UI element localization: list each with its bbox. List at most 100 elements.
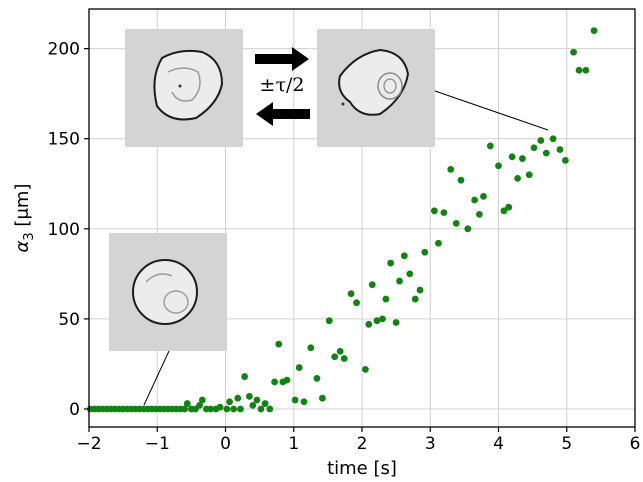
data-point bbox=[514, 174, 522, 182]
x-tick-label: 3 bbox=[425, 434, 436, 454]
data-point bbox=[249, 401, 257, 409]
data-point bbox=[556, 146, 564, 153]
left-arrow-icon bbox=[256, 102, 310, 126]
axis-ticks bbox=[84, 48, 636, 432]
data-point bbox=[500, 207, 508, 215]
data-point bbox=[353, 299, 360, 307]
x-axis-label: time [s] bbox=[327, 458, 397, 479]
x-tick-label: −1 bbox=[145, 434, 170, 454]
data-point bbox=[325, 317, 333, 325]
data-point bbox=[570, 48, 577, 56]
data-point bbox=[480, 192, 487, 200]
cell-inner-fold bbox=[383, 78, 397, 94]
data-point bbox=[416, 286, 424, 294]
data-point bbox=[241, 373, 249, 380]
data-point bbox=[253, 396, 261, 404]
data-point bbox=[435, 239, 442, 247]
y-axis-subscript: 3 bbox=[22, 232, 37, 240]
y-tick-label: 200 bbox=[48, 40, 80, 60]
right-arrow-icon bbox=[255, 47, 309, 71]
data-point bbox=[181, 405, 188, 413]
data-point bbox=[406, 270, 414, 278]
data-point bbox=[430, 207, 438, 215]
data-point bbox=[447, 165, 455, 173]
x-tick-label: 0 bbox=[220, 434, 231, 454]
micrograph-inset-top-right bbox=[317, 29, 435, 147]
data-point bbox=[382, 295, 390, 303]
x-tick-label: 6 bbox=[630, 434, 641, 454]
micrograph-inset-bottom-left bbox=[109, 233, 227, 351]
data-point bbox=[261, 400, 269, 407]
cell-inner-fold bbox=[167, 67, 201, 102]
x-tick-label: 4 bbox=[493, 434, 504, 454]
y-axis-label: α3 [μm] bbox=[12, 184, 37, 253]
leader-line-top-right bbox=[434, 90, 549, 131]
data-point bbox=[365, 320, 373, 328]
data-point bbox=[379, 315, 386, 323]
data-point bbox=[234, 394, 242, 402]
data-point bbox=[336, 347, 344, 355]
data-points bbox=[86, 27, 598, 413]
data-point bbox=[561, 156, 569, 164]
data-point bbox=[340, 355, 348, 362]
data-point bbox=[475, 210, 483, 218]
data-point bbox=[207, 405, 214, 413]
y-tick-label: 150 bbox=[48, 130, 80, 150]
transition-arrows: ±τ/2 bbox=[255, 47, 310, 126]
data-point bbox=[226, 398, 233, 406]
y-tick-labels: 0 50 100 150 200 bbox=[48, 40, 80, 420]
deformed-cell-shape bbox=[153, 49, 224, 121]
cell-inner-fold bbox=[377, 72, 403, 100]
data-point bbox=[331, 353, 339, 361]
data-point bbox=[362, 365, 369, 373]
data-point bbox=[271, 378, 279, 386]
data-point bbox=[275, 340, 283, 348]
data-point bbox=[319, 394, 326, 402]
half-period-annotation: ±τ/2 bbox=[260, 74, 305, 96]
data-point bbox=[508, 153, 516, 161]
data-point bbox=[582, 66, 590, 74]
data-point bbox=[396, 277, 403, 285]
data-point bbox=[237, 405, 244, 413]
data-point bbox=[230, 405, 238, 413]
cell-inner-fold bbox=[163, 290, 189, 314]
x-tick-label: −2 bbox=[76, 434, 101, 454]
data-point bbox=[590, 27, 598, 35]
data-point bbox=[313, 374, 321, 382]
micrograph-inset-top-left bbox=[125, 29, 243, 147]
data-point bbox=[400, 252, 408, 260]
data-point bbox=[198, 396, 206, 404]
data-point bbox=[411, 295, 419, 303]
y-tick-label: 0 bbox=[69, 400, 80, 420]
cell-dot bbox=[178, 84, 182, 88]
x-tick-label: 2 bbox=[357, 434, 368, 454]
data-point bbox=[295, 364, 303, 371]
data-point bbox=[347, 290, 355, 298]
data-point bbox=[373, 317, 381, 325]
data-point bbox=[575, 66, 583, 74]
x-tick-labels: −2 −1 0 1 2 3 4 5 6 bbox=[76, 434, 640, 454]
data-point bbox=[291, 396, 299, 404]
data-point bbox=[525, 171, 533, 179]
leader-line-bottom-left bbox=[143, 350, 170, 406]
data-point bbox=[537, 137, 545, 144]
data-point bbox=[464, 225, 472, 233]
data-point bbox=[266, 405, 274, 413]
data-point bbox=[530, 144, 538, 152]
x-tick-label: 1 bbox=[288, 434, 299, 454]
data-point bbox=[392, 319, 400, 326]
data-point bbox=[486, 142, 494, 150]
y-axis-unit: [μm] bbox=[12, 184, 33, 233]
data-point bbox=[505, 203, 513, 211]
x-tick-label: 5 bbox=[561, 434, 572, 454]
data-point bbox=[368, 281, 376, 289]
data-point bbox=[257, 405, 265, 413]
data-point bbox=[216, 403, 224, 411]
data-point bbox=[223, 405, 231, 413]
data-point bbox=[245, 392, 253, 400]
data-point bbox=[542, 149, 550, 157]
data-point bbox=[283, 376, 291, 384]
data-point bbox=[440, 209, 448, 216]
data-point bbox=[495, 162, 502, 170]
